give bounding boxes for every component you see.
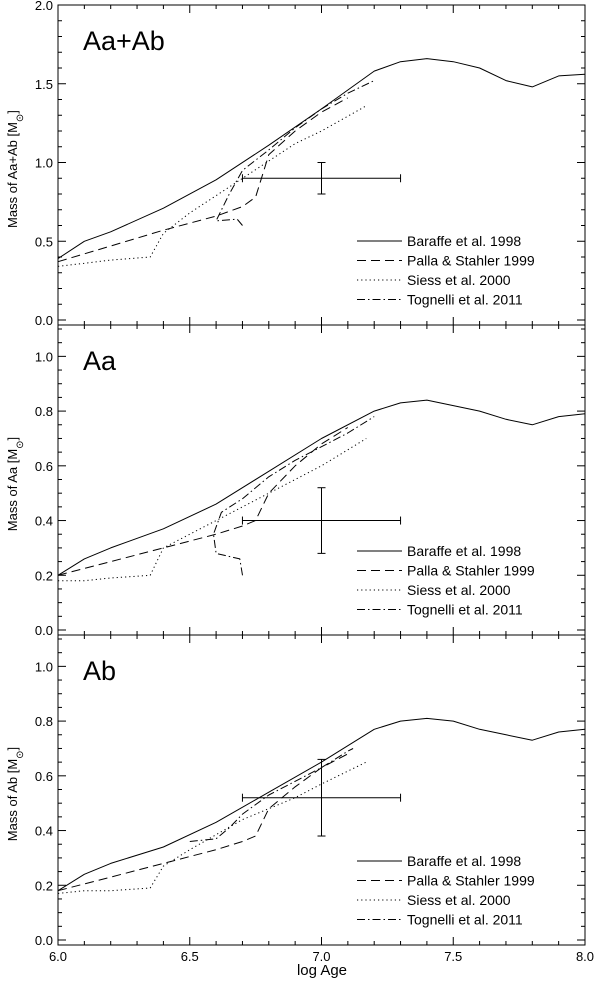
y-tick-label: 0.4 <box>35 514 53 529</box>
series-tognelli-et-al-2011 <box>189 748 354 842</box>
series-tognelli-et-al-2011 <box>213 416 375 576</box>
y-tick-label: 1.0 <box>35 349 53 364</box>
y-tick-label: 0.6 <box>35 769 53 784</box>
series-palla-stahler-1999 <box>57 753 349 892</box>
series-palla-stahler-1999 <box>57 427 349 576</box>
legend-label: Baraffe et al. 1998 <box>407 233 521 249</box>
y-tick-label: 0.6 <box>35 459 53 474</box>
legend-label: Tognelli et al. 2011 <box>407 912 523 928</box>
y-tick-label: 0.0 <box>35 933 53 948</box>
legend-label: Siess et al. 2000 <box>407 272 511 288</box>
panel-label: Ab <box>83 656 116 686</box>
y-tick-label: 1.0 <box>35 156 53 171</box>
series-baraffe-et-al-1998 <box>57 58 586 260</box>
y-axis-label-text: Mass of Aa [M <box>5 449 20 531</box>
series-siess-et-al-2000 <box>57 105 367 267</box>
panel-aa-ab: 0.0 0.5 1.0 1.5 2.0 Mass of Aa+Ab [M⊙] Aa+Ab Ba… <box>5 0 586 328</box>
y-axis-label-bracket: ] <box>5 437 20 441</box>
legend-label: Palla & Stahler 1999 <box>407 563 535 579</box>
legend-label: Palla & Stahler 1999 <box>407 253 535 269</box>
legend-label: Tognelli et al. 2011 <box>407 292 523 308</box>
y-axis-label-text: Mass of Aa+Ab [M <box>5 122 20 228</box>
legend-label: Tognelli et al. 2011 <box>407 602 523 618</box>
legend-label: Baraffe et al. 1998 <box>407 853 521 869</box>
y-axis-label: Mass of Aa [M⊙] <box>5 437 26 531</box>
y-axis-label-bracket: ] <box>5 747 20 751</box>
y-tick-label: 0.4 <box>35 824 53 839</box>
sun-symbol: ⊙ <box>15 750 26 758</box>
x-axis-label: log Age <box>297 962 347 979</box>
x-tick-label: 6.0 <box>49 949 67 964</box>
legend: Baraffe et al. 1998 Palla & Stahler 1999 S… <box>357 853 535 928</box>
series-siess-et-al-2000 <box>58 438 367 582</box>
panel-ab: 6.0 6.5 7.0 7.5 8.0 0.0 0.2 0.4 0.6 0.8 1.0 Mass of… <box>5 634 594 964</box>
series-baraffe-et-al-1998 <box>57 399 586 576</box>
y-axis-label-text: Mass of Ab [M <box>5 759 20 841</box>
series-tognelli-et-al-2011 <box>215 80 375 226</box>
y-tick-label: 1.5 <box>35 77 53 92</box>
y-tick-label: 0.0 <box>35 623 53 638</box>
panel-aa: 0.0 0.2 0.4 0.6 0.8 1.0 Mass of Aa [M⊙] Aa Baraf… <box>5 324 586 638</box>
sun-symbol: ⊙ <box>15 114 26 122</box>
y-axis-label: Mass of Aa+Ab [M⊙] <box>5 110 26 228</box>
panel-label: Aa+Ab <box>83 26 165 56</box>
y-axis-label: Mass of Ab [M⊙] <box>5 747 26 841</box>
x-tick-label: 7.0 <box>312 949 330 964</box>
panel-label: Aa <box>83 346 117 376</box>
legend-label: Siess et al. 2000 <box>407 892 511 908</box>
series-palla-stahler-1999 <box>57 97 349 263</box>
series-siess-et-al-2000 <box>57 761 367 894</box>
y-tick-label: 0.8 <box>35 714 53 729</box>
y-axis-label-bracket: ] <box>5 110 20 114</box>
sun-symbol: ⊙ <box>15 440 26 448</box>
legend-label: Palla & Stahler 1999 <box>407 873 535 889</box>
legend: Baraffe et al. 1998 Palla & Stahler 1999 S… <box>357 543 535 618</box>
legend-label: Siess et al. 2000 <box>407 582 511 598</box>
y-tick-label: 0.2 <box>35 568 53 583</box>
legend-label: Baraffe et al. 1998 <box>407 543 521 559</box>
x-tick-label: 7.5 <box>444 949 462 964</box>
x-tick-label: 6.5 <box>181 949 199 964</box>
x-tick-label: 8.0 <box>576 949 594 964</box>
y-tick-label: 0.8 <box>35 404 53 419</box>
y-tick-label: 0.5 <box>35 234 53 249</box>
y-tick-label: 0.0 <box>35 313 53 328</box>
y-tick-label: 1.0 <box>35 659 53 674</box>
y-tick-label: 2.0 <box>35 0 53 13</box>
y-tick-label: 0.2 <box>35 878 53 893</box>
legend: Baraffe et al. 1998 Palla & Stahler 1999 S… <box>357 233 535 308</box>
series-baraffe-et-al-1998 <box>57 717 586 892</box>
